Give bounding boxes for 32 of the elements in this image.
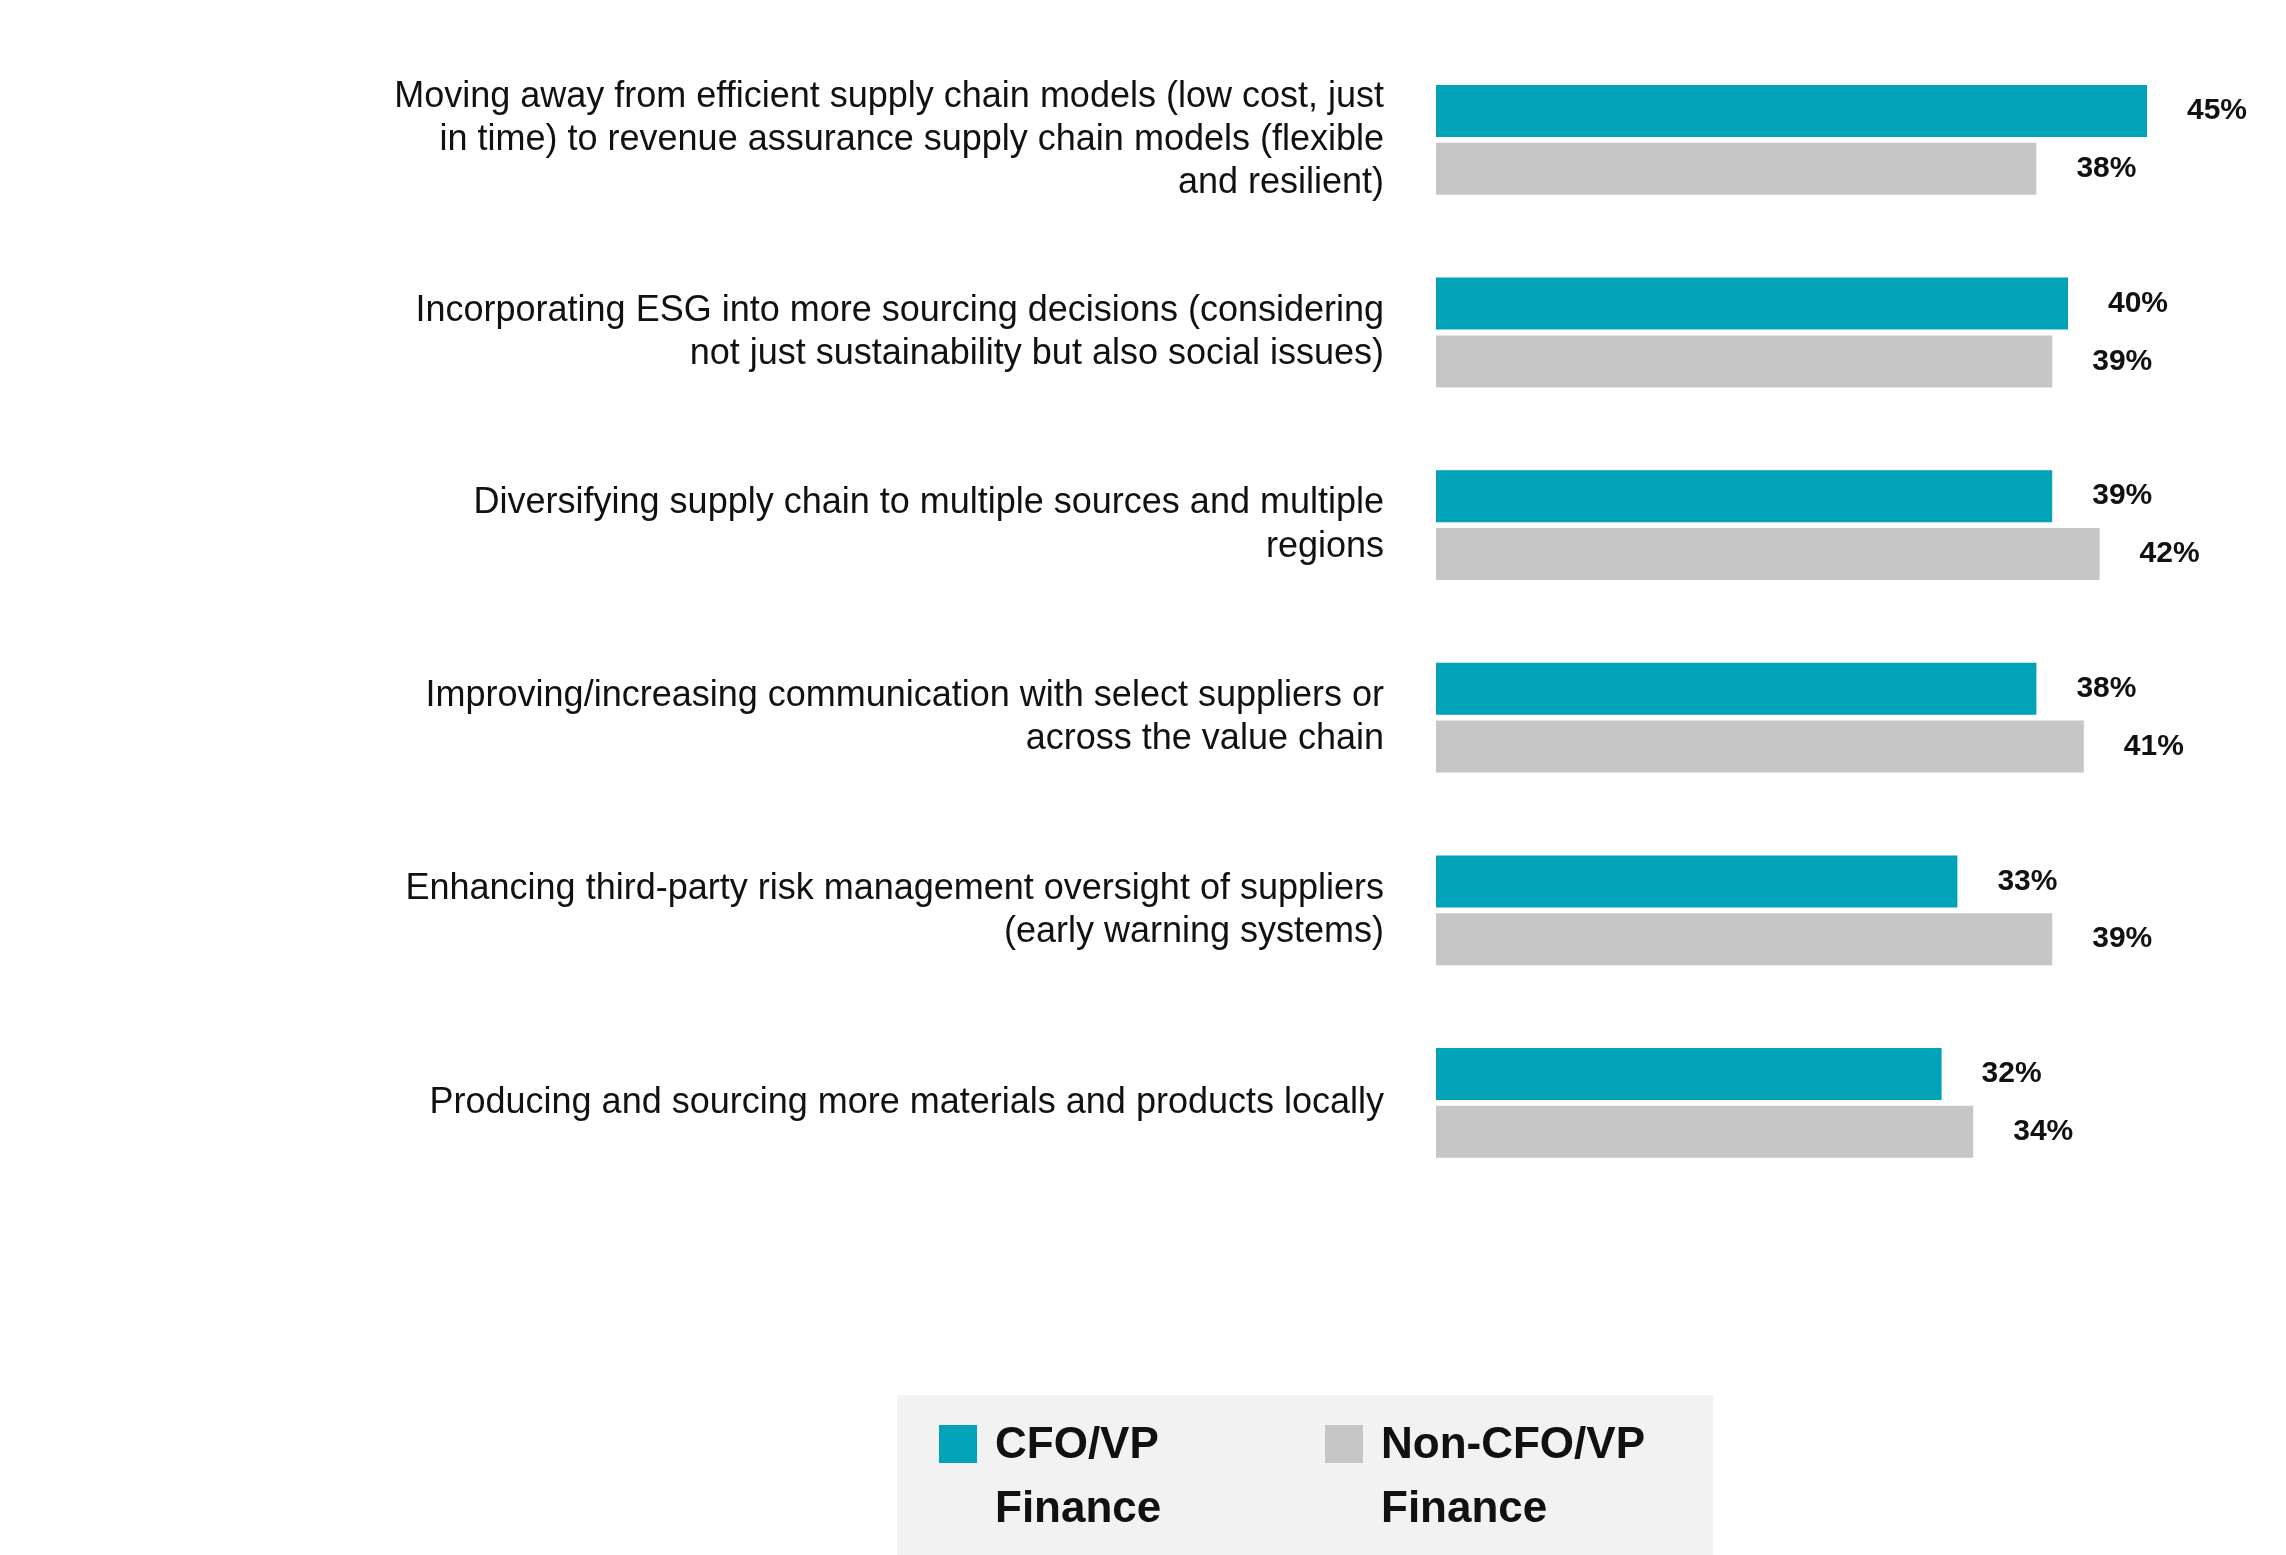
data-label: 45% xyxy=(2187,92,2248,126)
data-label: 40% xyxy=(2108,284,2169,318)
data-label: 42% xyxy=(2139,535,2200,569)
legend-label: CFO/VP Finance xyxy=(995,1417,1163,1533)
bar xyxy=(1436,1048,1942,1101)
y-tick-label: Enhancing third-party risk management oversight of suppliers (early warning systems) xyxy=(405,865,1384,950)
y-tick-label: Incorporating ESG into more sourcing decisions (considering not just sustainability but also social issues) xyxy=(415,287,1384,373)
data-label: 33% xyxy=(1997,862,2058,896)
bar xyxy=(1436,527,2100,580)
y-tick-label: Moving away from efficient supply chain models (low cost, just in time) to revenue assurance supply chain models (flexible and resilient) xyxy=(394,73,1384,202)
bar xyxy=(1436,335,2053,388)
bar xyxy=(1436,855,1958,908)
data-label: 39% xyxy=(2092,342,2153,376)
data-label: 38% xyxy=(2076,150,2137,184)
bar xyxy=(1436,470,2053,523)
data-label: 32% xyxy=(1981,1055,2042,1089)
y-tick-label: Improving/increasing communication with select suppliers or across the value chain xyxy=(425,673,1384,758)
y-tick-label: Diversifying supply chain to multiple sources and multiple regions xyxy=(473,480,1384,565)
bar xyxy=(1436,142,2037,195)
data-label: 34% xyxy=(2013,1113,2074,1147)
legend-label: Non-CFO/VP Finance xyxy=(1381,1417,1646,1533)
data-label: 39% xyxy=(2092,477,2153,511)
data-label: 38% xyxy=(2076,670,2137,704)
data-label: 39% xyxy=(2092,920,2153,954)
y-tick-label: Producing and sourcing more materials and products locally xyxy=(429,1079,1384,1121)
bar xyxy=(1436,277,2068,330)
bar xyxy=(1436,662,2037,715)
bar xyxy=(1436,85,2147,138)
bar xyxy=(1436,1105,1974,1158)
data-label: 41% xyxy=(2123,727,2184,761)
bar xyxy=(1436,720,2084,773)
bar xyxy=(1436,913,2053,966)
